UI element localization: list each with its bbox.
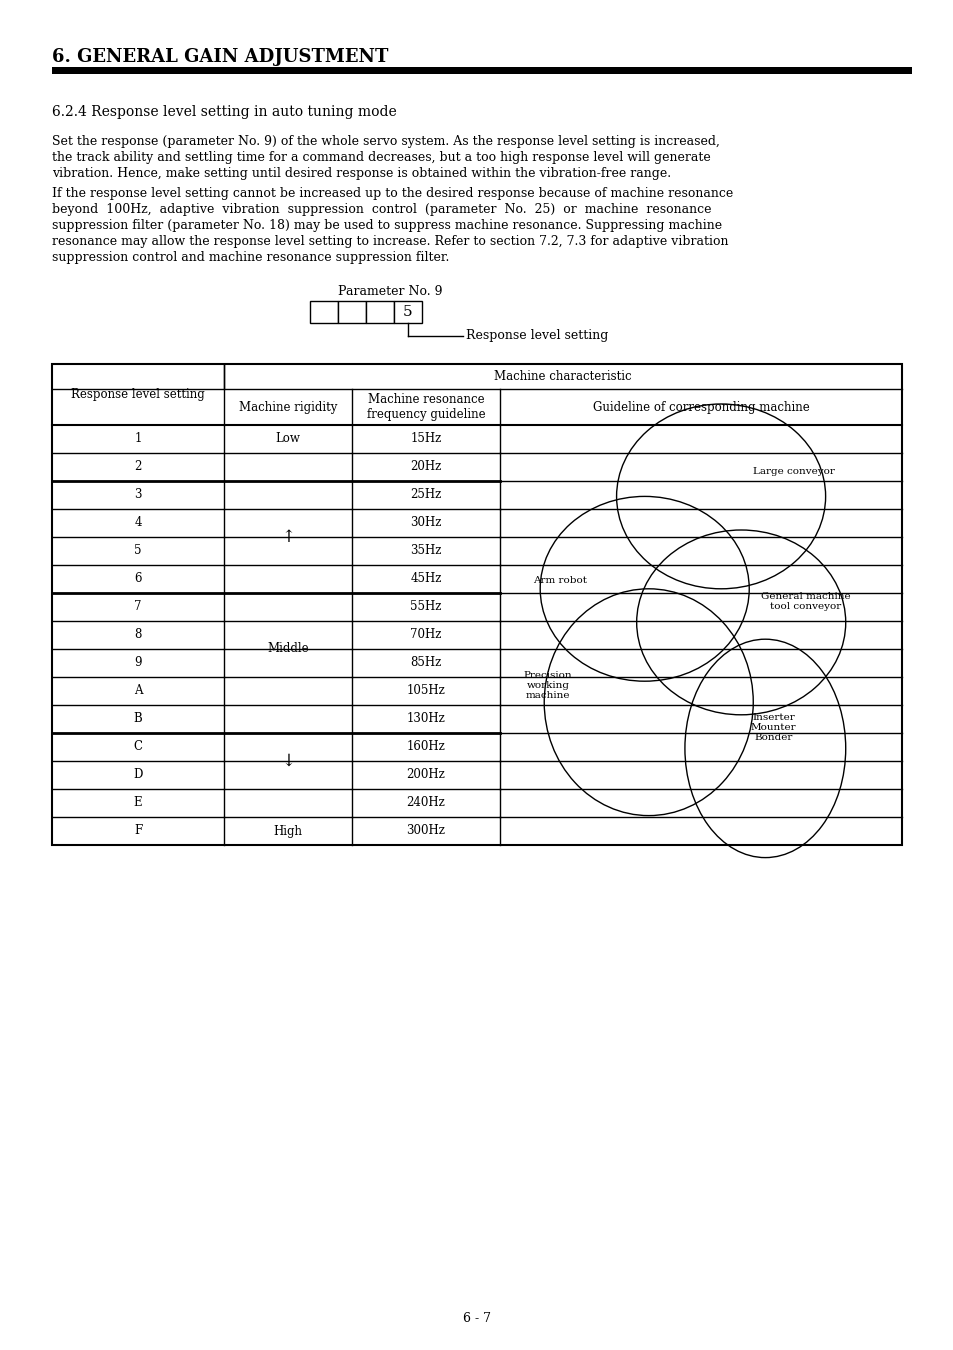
Text: ↓: ↓ <box>281 752 294 769</box>
Bar <box>52 68 911 74</box>
Text: 9: 9 <box>134 656 142 670</box>
Text: 3: 3 <box>134 489 142 501</box>
Text: 6: 6 <box>134 572 142 586</box>
Text: 30Hz: 30Hz <box>410 517 441 529</box>
Text: resonance may allow the response level setting to increase. Refer to section 7.2: resonance may allow the response level s… <box>52 235 728 248</box>
Text: Response level setting: Response level setting <box>71 387 205 401</box>
Text: 70Hz: 70Hz <box>410 629 441 641</box>
Bar <box>310 301 337 323</box>
Text: 5: 5 <box>134 544 142 558</box>
Text: suppression control and machine resonance suppression filter.: suppression control and machine resonanc… <box>52 251 449 265</box>
Text: 7: 7 <box>134 601 142 613</box>
Text: B: B <box>133 713 142 725</box>
Text: 4: 4 <box>134 517 142 529</box>
Text: Large conveyor: Large conveyor <box>752 467 834 475</box>
Text: 15Hz: 15Hz <box>410 432 441 446</box>
Text: 200Hz: 200Hz <box>406 768 445 782</box>
Text: beyond  100Hz,  adaptive  vibration  suppression  control  (parameter  No.  25) : beyond 100Hz, adaptive vibration suppres… <box>52 202 711 216</box>
Text: Response level setting: Response level setting <box>465 329 608 343</box>
Text: 130Hz: 130Hz <box>406 713 445 725</box>
Text: 35Hz: 35Hz <box>410 544 441 558</box>
Text: 1: 1 <box>134 432 142 446</box>
Text: Machine resonance
frequency guideline: Machine resonance frequency guideline <box>366 393 485 421</box>
Text: General machine
tool conveyor: General machine tool conveyor <box>760 591 849 612</box>
Text: 6 - 7: 6 - 7 <box>462 1311 491 1324</box>
Text: 160Hz: 160Hz <box>406 741 445 753</box>
Text: Low: Low <box>275 432 300 446</box>
Text: A: A <box>133 684 142 698</box>
Text: Machine rigidity: Machine rigidity <box>238 401 336 413</box>
Text: C: C <box>133 741 142 753</box>
Text: 8: 8 <box>134 629 142 641</box>
Text: 85Hz: 85Hz <box>410 656 441 670</box>
Text: vibration. Hence, make setting until desired response is obtained within the vib: vibration. Hence, make setting until des… <box>52 167 670 180</box>
Text: Parameter No. 9: Parameter No. 9 <box>337 285 442 298</box>
Text: Middle: Middle <box>267 643 309 656</box>
Text: 5: 5 <box>403 305 413 319</box>
Text: 6. GENERAL GAIN ADJUSTMENT: 6. GENERAL GAIN ADJUSTMENT <box>52 49 388 66</box>
Text: Inserter
Mounter
Bonder: Inserter Mounter Bonder <box>750 713 796 743</box>
Text: Precision
working
machine: Precision working machine <box>523 671 572 701</box>
Text: the track ability and settling time for a command decreases, but a too high resp: the track ability and settling time for … <box>52 151 710 163</box>
Text: Set the response (parameter No. 9) of the whole servo system. As the response le: Set the response (parameter No. 9) of th… <box>52 135 720 148</box>
Text: ↑: ↑ <box>281 528 294 545</box>
Text: Machine characteristic: Machine characteristic <box>494 370 631 383</box>
Text: Arm robot: Arm robot <box>533 576 587 585</box>
Bar <box>394 301 421 323</box>
Text: 20Hz: 20Hz <box>410 460 441 474</box>
Text: 45Hz: 45Hz <box>410 572 441 586</box>
Bar <box>337 301 366 323</box>
Text: E: E <box>133 796 142 810</box>
Text: If the response level setting cannot be increased up to the desired response bec: If the response level setting cannot be … <box>52 188 733 200</box>
Text: D: D <box>133 768 143 782</box>
Text: Guideline of corresponding machine: Guideline of corresponding machine <box>592 401 808 413</box>
Text: 6.2.4 Response level setting in auto tuning mode: 6.2.4 Response level setting in auto tun… <box>52 105 396 119</box>
Text: 2: 2 <box>134 460 142 474</box>
Text: F: F <box>133 825 142 837</box>
Bar <box>366 301 394 323</box>
Text: 25Hz: 25Hz <box>410 489 441 501</box>
Text: suppression filter (parameter No. 18) may be used to suppress machine resonance.: suppression filter (parameter No. 18) ma… <box>52 219 721 232</box>
Text: 55Hz: 55Hz <box>410 601 441 613</box>
Text: 105Hz: 105Hz <box>406 684 445 698</box>
Text: 240Hz: 240Hz <box>406 796 445 810</box>
Text: High: High <box>274 825 302 837</box>
Bar <box>52 364 901 845</box>
Text: 300Hz: 300Hz <box>406 825 445 837</box>
